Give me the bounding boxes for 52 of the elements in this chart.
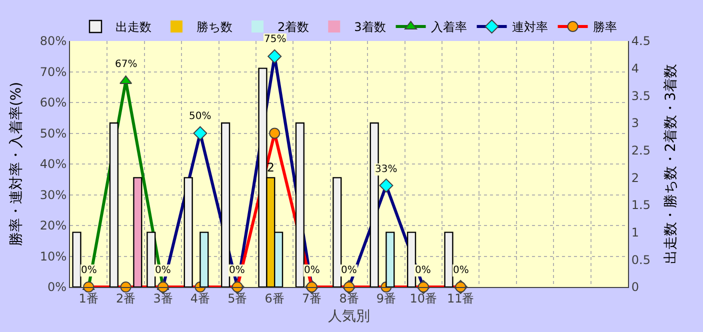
legend-label: 入着率 [430, 20, 467, 34]
y-axis-title: 勝率・連対率・入着率(%) [8, 82, 25, 246]
data-label: 0% [155, 265, 171, 276]
x-tick-label: 11番 [446, 291, 474, 306]
x-tick-label: 9番 [376, 291, 396, 306]
y-tick-label: 70% [40, 64, 67, 79]
y-tick-label: 10% [40, 249, 67, 264]
y2-tick-label: 2.5 [631, 144, 650, 158]
data-label: 0% [81, 265, 97, 276]
y-tick-label: 50% [40, 126, 67, 140]
data-label: 0% [453, 265, 469, 276]
data-label: 0% [304, 265, 320, 276]
y2-tick-label: 4.5 [631, 34, 650, 48]
data-label: 0% [229, 265, 245, 276]
x-axis-title: 人気別 [328, 308, 370, 325]
x-tick-label: 3番 [153, 291, 173, 306]
y2-tick-label: 4 [631, 62, 640, 76]
y2-tick-label: 0 [631, 280, 640, 294]
data-label: 50% [189, 111, 212, 122]
x-tick-label: 8番 [339, 291, 359, 306]
legend-label: 勝率 [592, 20, 617, 34]
y2-tick-label: 1 [631, 226, 640, 240]
data-label: 67% [115, 59, 138, 70]
y2-tick-label: 1.5 [631, 198, 650, 212]
legend-label: 勝ち数 [196, 20, 232, 34]
y2-axis-title: 出走数・勝ち数・2着数・3着数 [662, 64, 679, 264]
y2-tick-label: 0.5 [631, 252, 650, 267]
y2-tick-label: 3.5 [631, 88, 650, 103]
data-label: 75% [264, 34, 286, 45]
legend-label: 連対率 [512, 20, 548, 34]
legend-label: 3着数 [354, 20, 386, 34]
y-tick-label: 80% [40, 34, 67, 48]
x-tick-label: 2番 [116, 291, 136, 306]
y-tick-label: 60% [40, 96, 67, 110]
legend-label: 出走数 [116, 20, 152, 34]
data-label: 0% [415, 265, 431, 276]
x-tick-label: 7番 [302, 291, 322, 306]
data-label: 2 [266, 160, 274, 175]
y-tick-label: 0% [48, 280, 67, 294]
x-tick-label: 1番 [78, 291, 98, 306]
y2-tick-label: 3 [631, 116, 640, 130]
y-tick-label: 40% [40, 157, 67, 172]
y2-tick-label: 2 [631, 170, 640, 185]
data-label: 0% [341, 265, 357, 276]
x-tick-label: 4番 [190, 291, 210, 306]
x-tick-label: 10番 [410, 291, 438, 306]
x-tick-label: 5番 [228, 291, 248, 306]
legend-label: 2着数 [278, 20, 310, 34]
data-label: 33% [375, 164, 398, 175]
x-tick-label: 6番 [264, 291, 284, 306]
y-tick-label: 20% [40, 218, 67, 233]
y-tick-label: 30% [40, 188, 67, 202]
